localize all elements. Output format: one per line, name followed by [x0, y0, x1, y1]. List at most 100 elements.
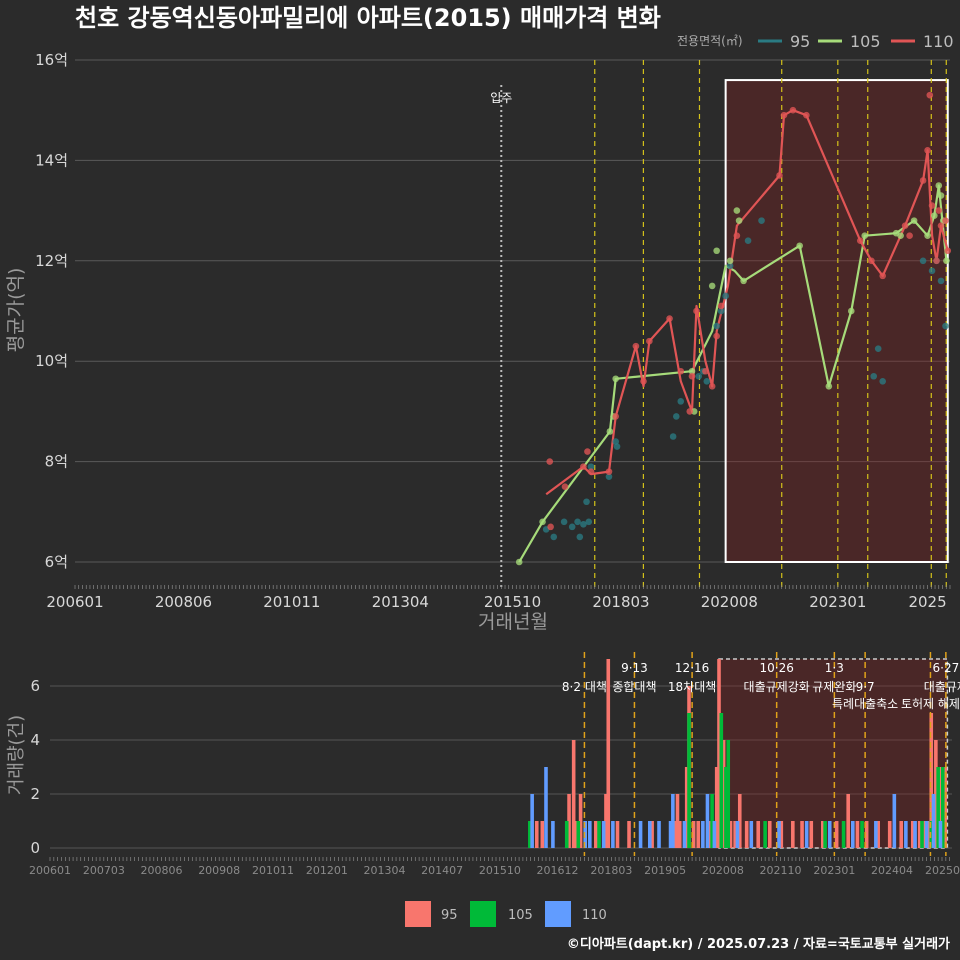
price-point-95	[585, 518, 593, 526]
price-point-110	[937, 222, 945, 229]
volume-bar-95	[821, 821, 825, 848]
volume-bar-110	[668, 821, 673, 848]
volume-x-tick-label: 200601	[29, 864, 71, 877]
price-point-95	[695, 372, 703, 380]
price-point-105	[930, 212, 938, 219]
volume-bar-95	[809, 821, 814, 848]
volume-y-tick-label: 4	[30, 731, 40, 749]
price-point-110	[928, 202, 936, 209]
volume-y-axis-title: 거래량(건)	[6, 715, 27, 795]
price-point-110	[780, 111, 788, 119]
price-point-95	[613, 443, 621, 450]
policy-annotation: 9·7	[856, 680, 875, 694]
price-y-tick-label: 8억	[45, 453, 68, 471]
price-point-110	[717, 302, 725, 310]
volume-x-tick-label: 202506	[925, 864, 960, 877]
volume-bar-95	[574, 821, 578, 848]
price-point-95	[874, 345, 882, 352]
volume-bar-110	[938, 821, 943, 848]
volume-bar-105	[597, 821, 601, 848]
volume-bar-95	[540, 821, 545, 848]
policy-annotation: 1·3	[825, 661, 844, 675]
price-point-105	[515, 558, 523, 566]
volume-bar-105	[719, 713, 724, 848]
price-point-95	[758, 217, 765, 224]
volume-bar-110	[892, 794, 897, 848]
price-point-110	[587, 468, 595, 475]
volume-bar-110	[647, 821, 652, 848]
price-point-110	[546, 458, 554, 465]
price-point-110	[693, 307, 700, 315]
volume-bar-110	[804, 821, 809, 848]
volume-bar-95	[922, 821, 927, 848]
price-point-95	[744, 237, 752, 245]
bar-legend-label-110: 110	[582, 908, 607, 923]
volume-bar-95	[627, 821, 631, 848]
volume-bar-95	[938, 767, 943, 848]
price-point-110	[935, 207, 943, 214]
price-point-105	[897, 232, 904, 239]
volume-x-tick-label: 202008	[702, 864, 744, 877]
price-point-95	[717, 307, 725, 315]
volume-bar-95	[594, 821, 598, 848]
price-point-110	[868, 257, 875, 265]
price-point-105	[726, 257, 734, 265]
volume-y-tick-label: 6	[30, 677, 40, 695]
price-highlight-box	[724, 79, 949, 564]
price-point-110	[708, 383, 716, 390]
volume-bar-110	[611, 821, 615, 848]
volume-bar-95	[707, 821, 712, 848]
price-point-105	[796, 242, 803, 250]
price-point-110	[632, 342, 640, 350]
policy-annotation: 18차대책	[668, 679, 716, 694]
price-point-110	[688, 372, 696, 380]
volume-y-tick-label: 0	[30, 839, 40, 857]
volume-bar-95	[606, 659, 611, 848]
price-point-110	[733, 232, 741, 239]
price-point-110	[776, 172, 783, 179]
price-point-95	[568, 523, 576, 531]
volume-bar-110	[682, 821, 687, 848]
volume-bar-95	[650, 821, 654, 848]
price-point-95	[722, 292, 729, 300]
price-point-105	[688, 367, 696, 375]
price-x-tick-label: 202008	[701, 593, 758, 611]
volume-bar-110	[583, 821, 588, 848]
volume-bar-105	[841, 821, 846, 848]
bar-legend-label-105: 105	[508, 908, 533, 923]
legend-label-95: 95	[790, 32, 810, 51]
volume-x-tick-label: 201304	[364, 864, 406, 877]
policy-annotation: 규제완화	[812, 680, 856, 694]
volume-legend: 95 105 110	[405, 901, 607, 927]
policy-annotation: 12·16	[675, 661, 709, 675]
price-y-tick-label: 10억	[35, 352, 68, 370]
price-point-95	[937, 277, 945, 285]
price-point-110	[944, 247, 952, 255]
volume-bar-95	[534, 821, 539, 848]
price-panel: 6억 8억 10억 12억 14억 16억 200601 200806 201011 20130…	[5, 51, 952, 633]
price-point-95	[919, 257, 927, 265]
price-point-95	[580, 521, 587, 528]
volume-bar-95	[604, 794, 608, 848]
volume-bar-105	[687, 713, 691, 848]
price-point-110	[919, 177, 927, 184]
policy-annotation: 특례대출축소	[832, 697, 898, 711]
volume-bar-105	[929, 821, 934, 848]
price-point-95	[870, 372, 878, 380]
volume-bar-110	[874, 821, 878, 848]
volume-bar-110	[735, 821, 740, 848]
policy-annotation: 토허제 해제	[901, 697, 960, 711]
volume-bar-95	[744, 821, 749, 848]
price-point-110	[584, 448, 591, 455]
volume-bar-105	[726, 740, 731, 848]
policy-annotation: 대출규제강화	[744, 680, 810, 694]
price-point-110	[605, 468, 613, 475]
volume-bar-95	[887, 821, 892, 848]
volume-x-tick-label: 202404	[871, 864, 913, 877]
volume-bar-95	[691, 821, 696, 848]
volume-x-tick-label: 201612	[537, 864, 579, 877]
price-point-105	[937, 192, 945, 199]
price-y-ticks: 6억 8억 10억 12억 14억 16억	[35, 51, 68, 571]
volume-bars	[528, 659, 947, 848]
volume-x-tick-label: 201803	[590, 864, 632, 877]
